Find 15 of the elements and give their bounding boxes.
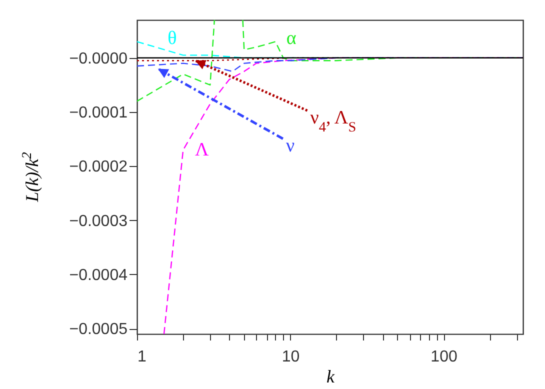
y-tick-label: −0.0002 (69, 158, 128, 176)
annotation: ν (286, 136, 295, 157)
y-tick-label: −0.0005 (69, 321, 128, 338)
y-tick-label: −0.0000 (69, 50, 128, 68)
x-axis-title: k (326, 366, 336, 386)
series-label: Λ (194, 140, 209, 161)
series-label: θ (168, 28, 177, 49)
annotation: ν$_{4}$, Λ$_{S}$ (310, 108, 356, 136)
x-tick-label: 1 (138, 348, 146, 366)
x-tick-label: 10 (282, 348, 300, 366)
x-tick-label: 100 (430, 348, 458, 366)
y-tick-label: −0.0004 (69, 266, 128, 284)
y-tick-label: −0.0001 (69, 104, 128, 122)
series-label: α (286, 28, 296, 49)
y-tick-label: −0.0003 (69, 212, 128, 230)
